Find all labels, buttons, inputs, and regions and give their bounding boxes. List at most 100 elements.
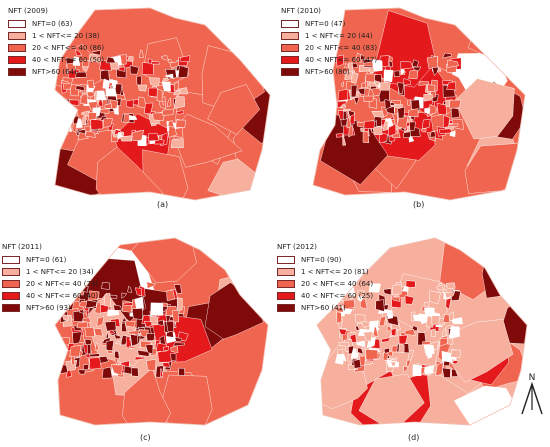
district xyxy=(381,337,391,343)
district xyxy=(137,84,148,92)
district xyxy=(162,345,170,351)
district xyxy=(372,126,383,135)
legend-swatch xyxy=(2,304,20,312)
legend-a: NFT (2009) NFT=0 (63) 1 < NFT<= 20 (38) … xyxy=(8,6,104,78)
legend-swatch xyxy=(281,32,299,40)
district xyxy=(146,333,156,342)
legend-swatch xyxy=(277,268,295,276)
district xyxy=(61,313,69,321)
district xyxy=(436,103,447,116)
district xyxy=(159,367,164,378)
district xyxy=(350,85,358,98)
district xyxy=(128,330,140,335)
choropleth-map-b xyxy=(312,7,526,201)
district xyxy=(100,108,110,114)
district xyxy=(405,280,416,288)
district xyxy=(90,119,104,130)
map-outline xyxy=(316,237,528,426)
map-panel-b: NFT (2010) NFT=0 (47) 1 < NFT<= 20 (44) … xyxy=(275,0,550,215)
legend-swatch xyxy=(277,280,295,288)
district xyxy=(342,110,348,121)
district xyxy=(175,119,186,129)
district xyxy=(379,82,391,91)
district xyxy=(451,368,459,377)
district xyxy=(386,309,394,320)
district xyxy=(96,90,107,101)
district xyxy=(148,132,160,142)
district xyxy=(450,317,463,325)
district xyxy=(383,69,394,83)
district xyxy=(144,102,154,115)
district-zone xyxy=(157,374,213,425)
district xyxy=(103,292,112,308)
map-outline xyxy=(54,237,269,426)
choropleth-map-d xyxy=(316,237,528,426)
legend-title: NFT (2010) xyxy=(281,6,321,15)
district xyxy=(82,317,91,324)
district xyxy=(170,345,179,354)
district xyxy=(171,309,180,323)
district xyxy=(131,308,143,320)
north-arrow: N xyxy=(519,370,545,418)
district xyxy=(179,55,191,63)
district xyxy=(362,131,370,144)
district xyxy=(368,283,381,293)
district xyxy=(359,355,366,366)
district xyxy=(431,66,439,77)
district xyxy=(101,366,113,379)
legend-item-nft-60: NFT>60 (64) xyxy=(8,66,104,78)
legend-item-nft-1-20: 1 < NFT<= 20 (34) xyxy=(2,266,98,278)
district xyxy=(85,130,97,138)
district xyxy=(170,353,177,362)
district xyxy=(398,343,405,353)
district xyxy=(363,120,375,129)
district xyxy=(441,327,447,338)
legend-item-nft-1-20: 1 < NFT<= 20 (81) xyxy=(277,266,373,278)
district xyxy=(162,302,169,307)
legend-swatch xyxy=(281,44,299,52)
district xyxy=(89,357,102,370)
legend-label: 40 < NFT<= 60 (50) xyxy=(32,56,105,64)
district xyxy=(441,350,453,362)
panel-caption: (d) xyxy=(408,433,420,442)
district xyxy=(361,321,370,328)
district xyxy=(72,123,77,133)
district xyxy=(442,52,452,59)
legend-label: 40 < NFT<= 60 (40) xyxy=(26,292,99,300)
district xyxy=(63,112,75,117)
district xyxy=(76,321,89,329)
district xyxy=(371,110,384,118)
district xyxy=(136,75,142,86)
district xyxy=(356,290,365,298)
district xyxy=(119,135,133,142)
district xyxy=(449,130,456,138)
legend-b: NFT (2010) NFT=0 (47) 1 < NFT<= 20 (44) … xyxy=(281,6,377,78)
north-arrow-icon: N xyxy=(521,373,543,415)
district xyxy=(61,80,71,85)
district xyxy=(82,343,88,355)
district xyxy=(88,112,97,121)
district xyxy=(156,88,163,102)
district xyxy=(126,99,134,109)
district xyxy=(177,65,189,79)
district xyxy=(102,118,113,128)
district xyxy=(334,353,345,365)
district xyxy=(74,49,83,57)
district xyxy=(335,307,344,313)
district xyxy=(435,362,444,376)
district xyxy=(81,60,90,68)
district xyxy=(110,364,124,376)
map-panel-c: NFT (2011) NFT=0 (61) 1 < NFT<= 20 (34) … xyxy=(0,230,275,447)
legend-label: NFT=0 (61) xyxy=(26,256,67,264)
district xyxy=(134,356,146,361)
legend-swatch xyxy=(8,44,26,52)
district xyxy=(122,302,133,306)
district xyxy=(162,108,174,116)
district-zone xyxy=(122,367,171,425)
legend-swatch xyxy=(277,292,295,300)
district xyxy=(128,346,142,349)
district xyxy=(129,333,139,347)
district xyxy=(173,284,182,294)
legend-label: NFT>60 (80) xyxy=(305,68,350,76)
district xyxy=(150,61,161,65)
